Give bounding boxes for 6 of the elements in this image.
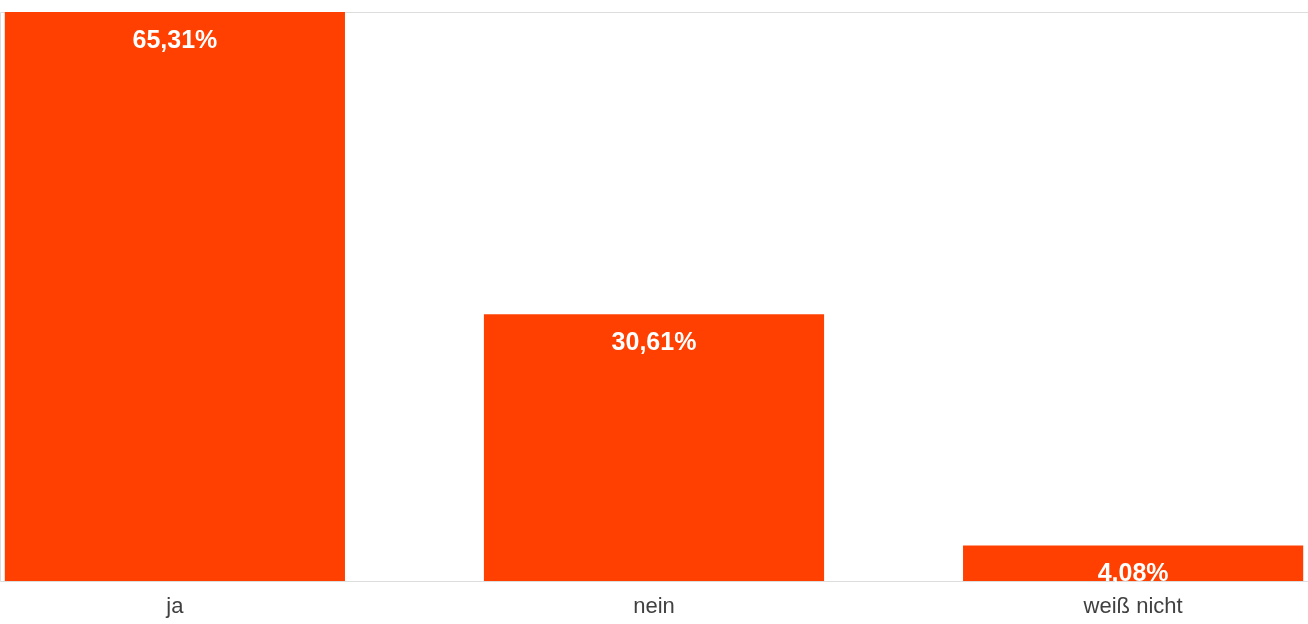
x-tick-label: ja — [165, 592, 185, 618]
x-tick-label: weiß nicht — [1082, 592, 1183, 618]
data-label: 4,08% — [1097, 558, 1169, 587]
data-label: 65,31% — [132, 25, 218, 53]
x-tick-label: nein — [633, 592, 675, 618]
data-label: 30,61% — [611, 327, 697, 356]
